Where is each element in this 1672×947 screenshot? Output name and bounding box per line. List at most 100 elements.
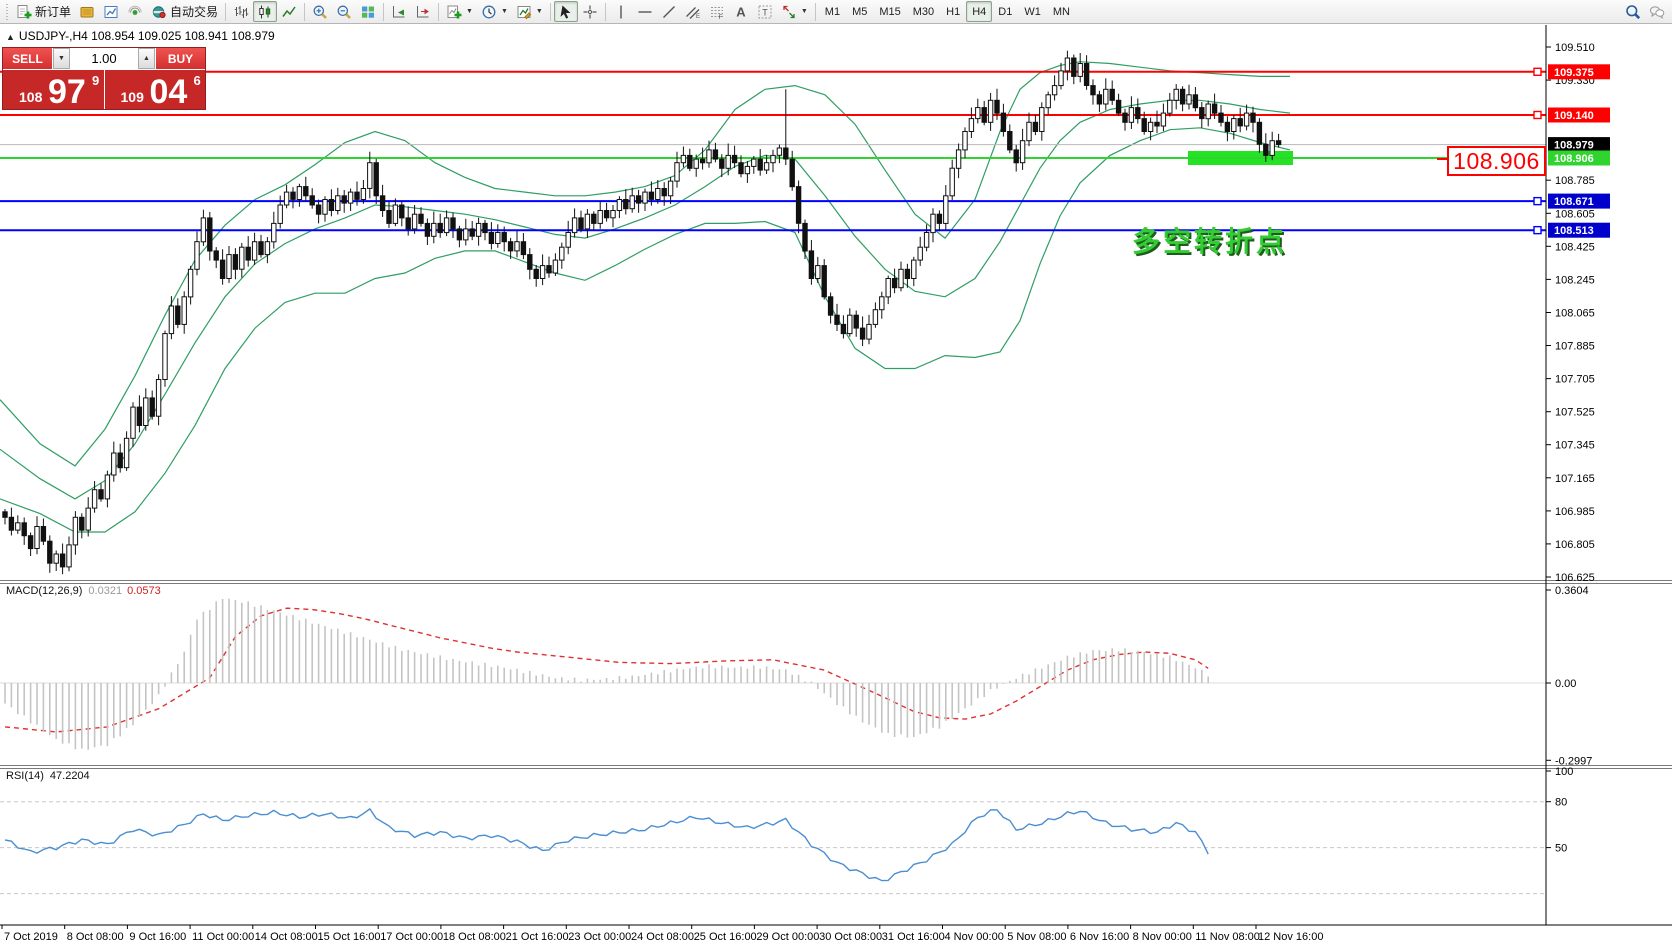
search-button[interactable]	[1621, 1, 1645, 22]
svg-text:50: 50	[1555, 843, 1567, 855]
new-order-button[interactable]: 新订单	[12, 1, 75, 22]
tf-w1[interactable]: W1	[1018, 1, 1047, 22]
textT-icon: T	[758, 5, 772, 18]
axis-badge-108.671	[1548, 193, 1610, 209]
price-label-tick	[1437, 158, 1447, 160]
arrows-button[interactable]: ▼	[777, 1, 812, 22]
horizontal-line-button[interactable]	[633, 1, 657, 22]
hline-marker[interactable]	[1533, 196, 1542, 206]
arrows-icon	[783, 5, 795, 18]
rsi-pane	[0, 801, 1546, 895]
autoscroll-button[interactable]	[387, 1, 411, 22]
fibonacci-button[interactable]: F	[705, 1, 729, 22]
bars-icon	[234, 5, 249, 18]
tile-windows-button[interactable]	[356, 1, 380, 22]
svg-text:-0.2997: -0.2997	[1555, 755, 1592, 767]
templates-button[interactable]: ▼	[512, 1, 547, 22]
candles	[2, 50, 1282, 575]
trendline-button[interactable]	[657, 1, 681, 22]
signals-button[interactable]	[123, 1, 147, 22]
publish-chart-button[interactable]	[99, 1, 123, 22]
linechart-icon	[282, 6, 296, 17]
new-order-button-label: 新订单	[35, 5, 72, 19]
tf-h1-label: H1	[946, 5, 961, 18]
svg-text:8 Oct 08:00: 8 Oct 08:00	[67, 931, 124, 943]
tf-d1[interactable]: D1	[992, 1, 1018, 22]
candles-icon	[259, 5, 271, 18]
channel-button[interactable]: E	[681, 1, 705, 22]
tf-m1[interactable]: M1	[819, 1, 846, 22]
svg-text:8 Nov 00:00: 8 Nov 00:00	[1133, 931, 1192, 943]
textA-icon: A	[736, 4, 746, 19]
chat-button[interactable]	[1645, 1, 1669, 22]
svg-text:0.00: 0.00	[1555, 678, 1576, 690]
svg-text:24 Oct 08:00: 24 Oct 08:00	[631, 931, 694, 943]
hline-marker[interactable]	[1533, 110, 1542, 120]
candlestick-chart-button[interactable]	[253, 1, 278, 22]
svg-text:107.705: 107.705	[1555, 374, 1595, 386]
pivot-annotation[interactable]: 多空转折点	[1132, 226, 1288, 257]
text-button[interactable]: A	[729, 1, 753, 22]
indicators-button[interactable]: ▼	[442, 1, 477, 22]
macd-signal-value: 0.0573	[127, 585, 161, 597]
svg-text:17 Oct 00:00: 17 Oct 00:00	[380, 931, 443, 943]
book-icon	[80, 6, 94, 17]
zoom-in-icon	[313, 5, 327, 19]
hline-marker[interactable]	[1533, 225, 1542, 235]
price-axis[interactable]: 109.510109.330108.785108.605108.425108.2…	[1545, 25, 1595, 925]
text-label-button[interactable]: T	[753, 1, 777, 22]
toolbar-separator	[304, 2, 306, 21]
cursor-icon	[560, 5, 571, 19]
svg-text:23 Oct 00:00: 23 Oct 00:00	[568, 931, 631, 943]
toolbar-separator	[225, 2, 227, 21]
volume-up-button[interactable]: ▲	[138, 48, 155, 69]
tf-m30[interactable]: M30	[907, 1, 940, 22]
tf-m15[interactable]: M15	[873, 1, 906, 22]
sell-button[interactable]: SELL	[3, 48, 53, 69]
doc-plus-icon	[17, 4, 32, 18]
toolbar-right	[1621, 1, 1669, 22]
zoom-in-button[interactable]	[308, 1, 332, 22]
data-window-button[interactable]	[75, 1, 99, 22]
periods-button[interactable]: ▼	[477, 1, 512, 22]
macd-signal-line	[4, 607, 1209, 733]
svg-text:108.785: 108.785	[1555, 175, 1595, 187]
volume-input[interactable]	[70, 48, 138, 69]
autotrading-button-label: 自动交易	[170, 5, 219, 19]
svg-text:21 Oct 16:00: 21 Oct 16:00	[506, 931, 569, 943]
time-axis[interactable]: 7 Oct 2019 8 Oct 08:00 9 Oct 16:00 11 Oct 0…	[0, 924, 1672, 943]
svg-text:108.065: 108.065	[1555, 308, 1595, 320]
zoom-out-button[interactable]	[332, 1, 356, 22]
vertical-line-button[interactable]	[609, 1, 633, 22]
tf-mn[interactable]: MN	[1047, 1, 1076, 22]
line-chart-button[interactable]	[277, 1, 301, 22]
svg-text:25 Oct 16:00: 25 Oct 16:00	[694, 931, 757, 943]
tf-m1-label: M1	[824, 5, 841, 18]
clock-icon	[482, 5, 496, 18]
price-label-box[interactable]: 108.906	[1447, 146, 1546, 176]
shift-icon	[417, 5, 429, 17]
pane-separators	[0, 580, 1672, 769]
tf-h1[interactable]: H1	[940, 1, 966, 22]
cursor-button[interactable]	[553, 1, 578, 22]
collapse-panel-icon[interactable]: ▲	[6, 32, 15, 42]
autotrading-button[interactable]: 自动交易	[147, 1, 222, 22]
sell-price[interactable]: 108 97 9	[3, 70, 105, 109]
svg-text:15 Oct 16:00: 15 Oct 16:00	[318, 931, 381, 943]
chart-shift-button[interactable]	[411, 1, 435, 22]
zoom-out-icon	[337, 5, 351, 19]
crosshair-button[interactable]	[578, 1, 602, 22]
volume-down-button[interactable]: ▼	[53, 48, 70, 69]
tile-icon	[362, 6, 375, 18]
indicator-plus-icon	[447, 5, 462, 18]
macd-name: MACD(12,26,9)	[6, 585, 83, 597]
bar-chart-button[interactable]	[229, 1, 253, 22]
search-icon	[1626, 4, 1641, 19]
buy-price[interactable]: 109 04 6	[104, 70, 205, 109]
tf-h4[interactable]: H4	[966, 1, 993, 22]
tf-m5[interactable]: M5	[846, 1, 873, 22]
buy-button[interactable]: BUY	[155, 48, 205, 69]
hline-marker[interactable]	[1533, 67, 1542, 77]
svg-text:108.979: 108.979	[1554, 140, 1594, 152]
